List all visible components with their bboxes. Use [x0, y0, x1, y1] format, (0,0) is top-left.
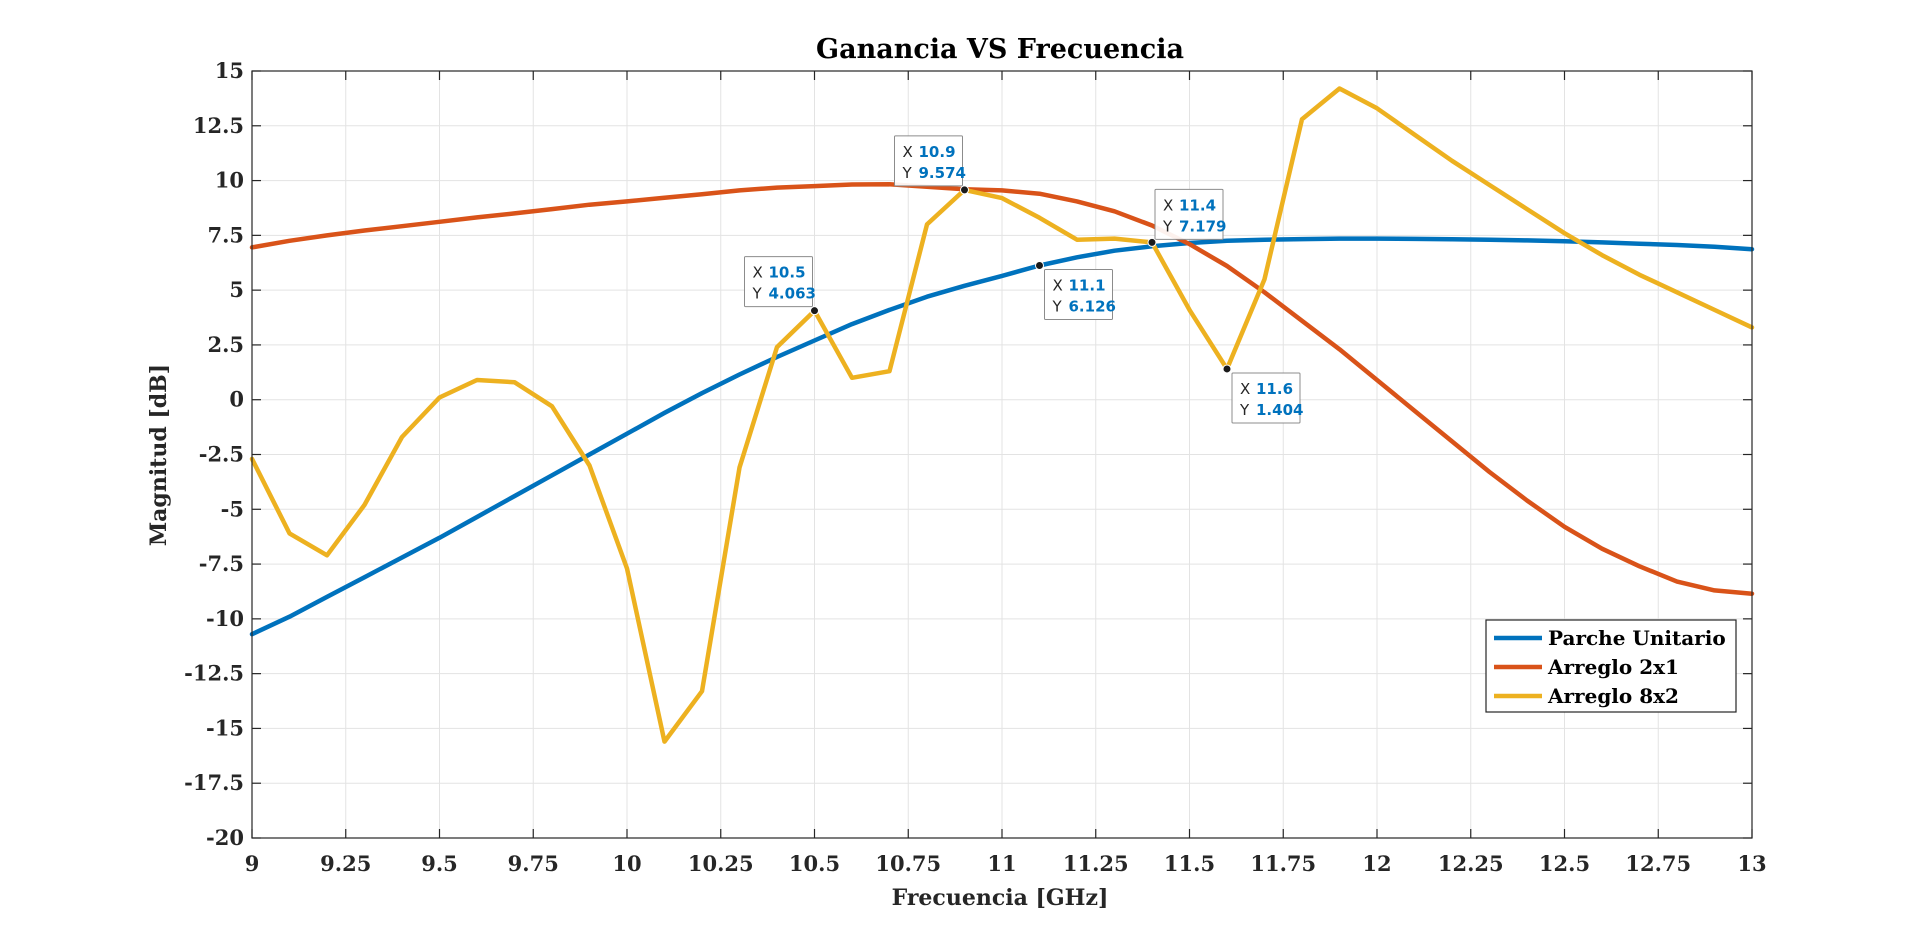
y-tick-label: -2.5 [199, 442, 244, 467]
y-tick-label: -7.5 [199, 551, 244, 576]
x-tick-label: 11.75 [1250, 851, 1316, 876]
axis-ticks: 9 9.25 9.5 9.75 10 10.25 10.5 10.75 11 11.25 11.5 1… [184, 58, 1766, 876]
x-tick-label: 12.5 [1539, 851, 1590, 876]
datatip-x-key: X [1053, 276, 1063, 294]
datatip-box [1154, 188, 1224, 240]
datatip-marker [960, 185, 969, 195]
datatip-y-key: Y [1052, 297, 1063, 315]
x-tick-label: 12 [1362, 851, 1391, 876]
x-axis-title: Frecuencia [GHz] [892, 885, 1109, 911]
chart-title: Ganancia VS Frecuencia [816, 34, 1184, 65]
datatip-marker [1035, 260, 1044, 270]
x-tick-label: 10 [612, 851, 641, 876]
x-tick-label: 10.75 [875, 851, 941, 876]
x-tick-label: 11.25 [1063, 851, 1129, 876]
x-tick-label: 11 [987, 851, 1016, 876]
y-tick-label: -12.5 [184, 661, 244, 686]
legend-item-parche-unitario: Parche Unitario [1494, 626, 1726, 650]
datatip-x-value: 11.1 [1069, 276, 1106, 294]
series-line-arreglo-2x1 [249, 182, 1755, 596]
datatip-box [1231, 372, 1301, 424]
y-tick-label: -10 [206, 606, 244, 631]
datatip-x-key: X [903, 143, 913, 161]
datatip[interactable]: X 11.4 Y 7.179 [1147, 188, 1226, 247]
datatip-y-value: 6.126 [1069, 297, 1116, 315]
x-tick-label: 12.75 [1625, 851, 1691, 876]
legend-label: Arreglo 8x2 [1547, 684, 1679, 708]
x-tick-label: 10.25 [688, 851, 754, 876]
datatip-y-key: Y [752, 285, 763, 303]
series-line-parche-unitario [249, 236, 1755, 637]
datatip[interactable]: X 10.9 Y 9.574 [894, 135, 969, 195]
y-tick-label: -17.5 [184, 770, 244, 795]
datatip-y-value: 7.179 [1179, 217, 1226, 235]
legend-label: Parche Unitario [1548, 626, 1726, 650]
x-tick-label: 10.5 [789, 851, 840, 876]
x-tick-label: 9.25 [320, 851, 371, 876]
datatip-x-value: 10.9 [919, 143, 956, 161]
y-tick-label: 10 [215, 168, 244, 193]
datatip-box [744, 256, 813, 308]
y-tick-label: 0 [229, 387, 244, 412]
y-tick-label: -5 [221, 496, 244, 521]
datatip-box [894, 135, 963, 187]
datatip-x-value: 10.5 [769, 264, 806, 282]
y-tick-label: 2.5 [207, 332, 244, 357]
datatip[interactable]: X 11.6 Y 1.404 [1222, 364, 1303, 424]
legend-item-arreglo-2x1: Arreglo 2x1 [1494, 655, 1679, 679]
legend-label: Arreglo 2x1 [1547, 655, 1679, 679]
y-tick-label: 5 [229, 277, 244, 302]
y-tick-label: 12.5 [193, 113, 244, 138]
x-tick-label: 9.5 [421, 851, 458, 876]
datatip-y-value: 1.404 [1256, 401, 1303, 419]
legend-item-arreglo-8x2: Arreglo 8x2 [1494, 684, 1679, 708]
datatip-marker [1147, 237, 1157, 247]
datatip[interactable]: X 11.1 Y 6.126 [1035, 260, 1116, 320]
legend: Parche Unitario Arreglo 2x1 Arreglo 8x2 [1485, 619, 1737, 713]
y-tick-label: -20 [206, 825, 244, 850]
datatip-x-value: 11.4 [1179, 196, 1216, 214]
x-tick-label: 12.25 [1438, 851, 1504, 876]
y-tick-label: 15 [215, 58, 244, 83]
datatip-y-value: 4.063 [769, 285, 816, 303]
datatip-x-key: X [753, 264, 763, 282]
y-tick-label: -15 [206, 715, 244, 740]
series-lines [249, 86, 1755, 744]
y-tick-label: 7.5 [207, 222, 244, 247]
x-tick-label: 11.5 [1164, 851, 1215, 876]
datatip-box [1044, 268, 1113, 320]
grid-lines [251, 70, 1753, 839]
y-axis-title: Magnitud [dB] [146, 364, 172, 546]
x-tick-label: 9 [245, 851, 260, 876]
datatip-y-key: Y [902, 164, 913, 182]
datatip-y-key: Y [1162, 217, 1173, 235]
datatip-y-value: 9.574 [919, 164, 966, 182]
datatip-x-value: 11.6 [1256, 380, 1293, 398]
series-line-arreglo-8x2 [249, 86, 1755, 744]
datatip-marker [810, 306, 819, 316]
datatip-marker [1222, 364, 1232, 374]
datatip-x-key: X [1240, 380, 1250, 398]
datatip[interactable]: X 10.5 Y 4.063 [744, 256, 819, 316]
datatip-x-key: X [1163, 196, 1173, 214]
datatip-y-key: Y [1239, 401, 1250, 419]
x-tick-label: 9.75 [508, 851, 559, 876]
x-tick-label: 13 [1737, 851, 1766, 876]
